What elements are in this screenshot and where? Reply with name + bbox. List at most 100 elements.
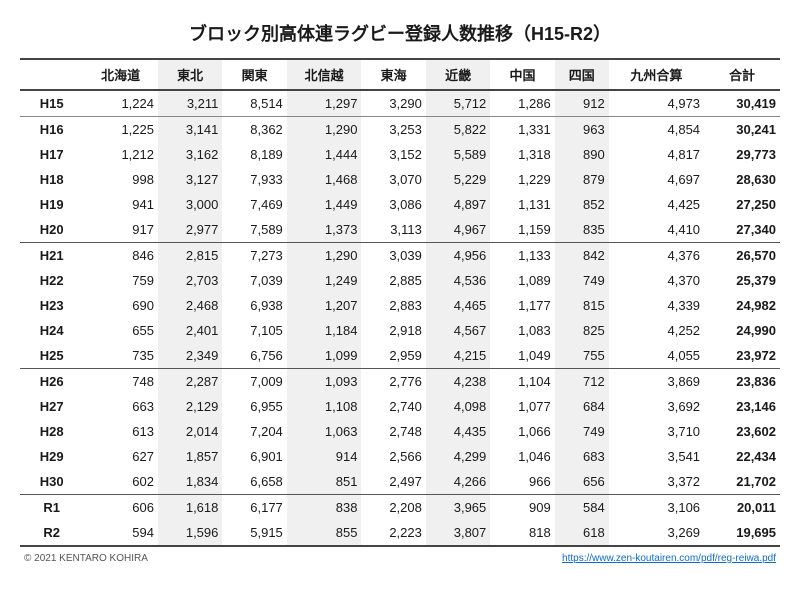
cell: 584 <box>555 495 609 521</box>
copyright-text: © 2021 KENTARO KOHIRA <box>24 553 148 564</box>
cell: 23,972 <box>704 343 780 369</box>
cell: 2,748 <box>361 419 425 444</box>
cell: 1,618 <box>158 495 222 521</box>
table-row: H236902,4686,9381,2072,8834,4651,1778154… <box>20 293 780 318</box>
data-table: 北海道東北関東北信越東海近畿中国四国九州合算合計 H151,2243,2118,… <box>20 58 780 547</box>
cell: 1,212 <box>83 142 158 167</box>
cell: 3,869 <box>609 369 704 395</box>
cell: 656 <box>555 469 609 495</box>
cell: 24,990 <box>704 318 780 343</box>
table-row: H171,2123,1628,1891,4443,1525,5891,31889… <box>20 142 780 167</box>
cell: 941 <box>83 192 158 217</box>
cell: 1,297 <box>287 90 362 117</box>
cell: 6,938 <box>222 293 286 318</box>
row-label: H21 <box>20 243 83 269</box>
cell: 8,362 <box>222 117 286 143</box>
table-row: H151,2243,2118,5141,2973,2905,7121,28691… <box>20 90 780 117</box>
cell: 6,177 <box>222 495 286 521</box>
cell: 4,299 <box>426 444 490 469</box>
cell: 3,070 <box>361 167 425 192</box>
cell: 30,241 <box>704 117 780 143</box>
cell: 3,039 <box>361 243 425 269</box>
cell: 1,225 <box>83 117 158 143</box>
row-label: H30 <box>20 469 83 495</box>
cell: 2,776 <box>361 369 425 395</box>
cell: 602 <box>83 469 158 495</box>
cell: 2,497 <box>361 469 425 495</box>
cell: 5,229 <box>426 167 490 192</box>
table-row: R25941,5965,9158552,2233,8078186183,2691… <box>20 520 780 546</box>
cell: 3,541 <box>609 444 704 469</box>
table-row: H267482,2877,0091,0932,7764,2381,1047123… <box>20 369 780 395</box>
table-row: H227592,7037,0391,2492,8854,5361,0897494… <box>20 268 780 293</box>
cell: 4,465 <box>426 293 490 318</box>
cell: 1,444 <box>287 142 362 167</box>
cell: 3,372 <box>609 469 704 495</box>
row-label: H22 <box>20 268 83 293</box>
cell: 1,249 <box>287 268 362 293</box>
cell: 1,099 <box>287 343 362 369</box>
cell: 846 <box>83 243 158 269</box>
cell: 4,435 <box>426 419 490 444</box>
cell: 6,658 <box>222 469 286 495</box>
cell: 3,211 <box>158 90 222 117</box>
row-label: H25 <box>20 343 83 369</box>
row-label: H28 <box>20 419 83 444</box>
cell: 1,207 <box>287 293 362 318</box>
cell: 23,836 <box>704 369 780 395</box>
cell: 3,086 <box>361 192 425 217</box>
cell: 1,089 <box>490 268 554 293</box>
cell: 1,373 <box>287 217 362 243</box>
cell: 3,965 <box>426 495 490 521</box>
cell: 1,834 <box>158 469 222 495</box>
cell: 1,083 <box>490 318 554 343</box>
header-blank <box>20 59 83 90</box>
cell: 4,967 <box>426 217 490 243</box>
cell: 3,269 <box>609 520 704 546</box>
cell: 5,589 <box>426 142 490 167</box>
cell: 7,204 <box>222 419 286 444</box>
source-link[interactable]: https://www.zen-koutairen.com/pdf/reg-re… <box>562 553 776 564</box>
cell: 7,273 <box>222 243 286 269</box>
cell: 3,253 <box>361 117 425 143</box>
cell: 3,000 <box>158 192 222 217</box>
cell: 3,692 <box>609 394 704 419</box>
cell: 759 <box>83 268 158 293</box>
row-label: H23 <box>20 293 83 318</box>
cell: 26,570 <box>704 243 780 269</box>
cell: 2,223 <box>361 520 425 546</box>
cell: 618 <box>555 520 609 546</box>
cell: 4,956 <box>426 243 490 269</box>
row-label: H16 <box>20 117 83 143</box>
cell: 7,039 <box>222 268 286 293</box>
cell: 966 <box>490 469 554 495</box>
row-label: H19 <box>20 192 83 217</box>
row-label: H18 <box>20 167 83 192</box>
table-row: H209172,9777,5891,3733,1134,9671,1598354… <box>20 217 780 243</box>
cell: 1,224 <box>83 90 158 117</box>
cell: 963 <box>555 117 609 143</box>
cell: 879 <box>555 167 609 192</box>
table-row: H246552,4017,1051,1842,9184,5671,0838254… <box>20 318 780 343</box>
cell: 5,915 <box>222 520 286 546</box>
row-label: H17 <box>20 142 83 167</box>
table-row: H257352,3496,7561,0992,9594,2151,0497554… <box>20 343 780 369</box>
cell: 684 <box>555 394 609 419</box>
column-header: 四国 <box>555 59 609 90</box>
cell: 917 <box>83 217 158 243</box>
cell: 851 <box>287 469 362 495</box>
row-label: H24 <box>20 318 83 343</box>
cell: 7,933 <box>222 167 286 192</box>
cell: 852 <box>555 192 609 217</box>
cell: 3,290 <box>361 90 425 117</box>
cell: 3,807 <box>426 520 490 546</box>
cell: 2,129 <box>158 394 222 419</box>
cell: 7,469 <box>222 192 286 217</box>
table-row: H296271,8576,9019142,5664,2991,0466833,5… <box>20 444 780 469</box>
cell: 4,215 <box>426 343 490 369</box>
table-row: H218462,8157,2731,2903,0394,9561,1338424… <box>20 243 780 269</box>
row-label: R2 <box>20 520 83 546</box>
cell: 683 <box>555 444 609 469</box>
cell: 594 <box>83 520 158 546</box>
cell: 2,885 <box>361 268 425 293</box>
